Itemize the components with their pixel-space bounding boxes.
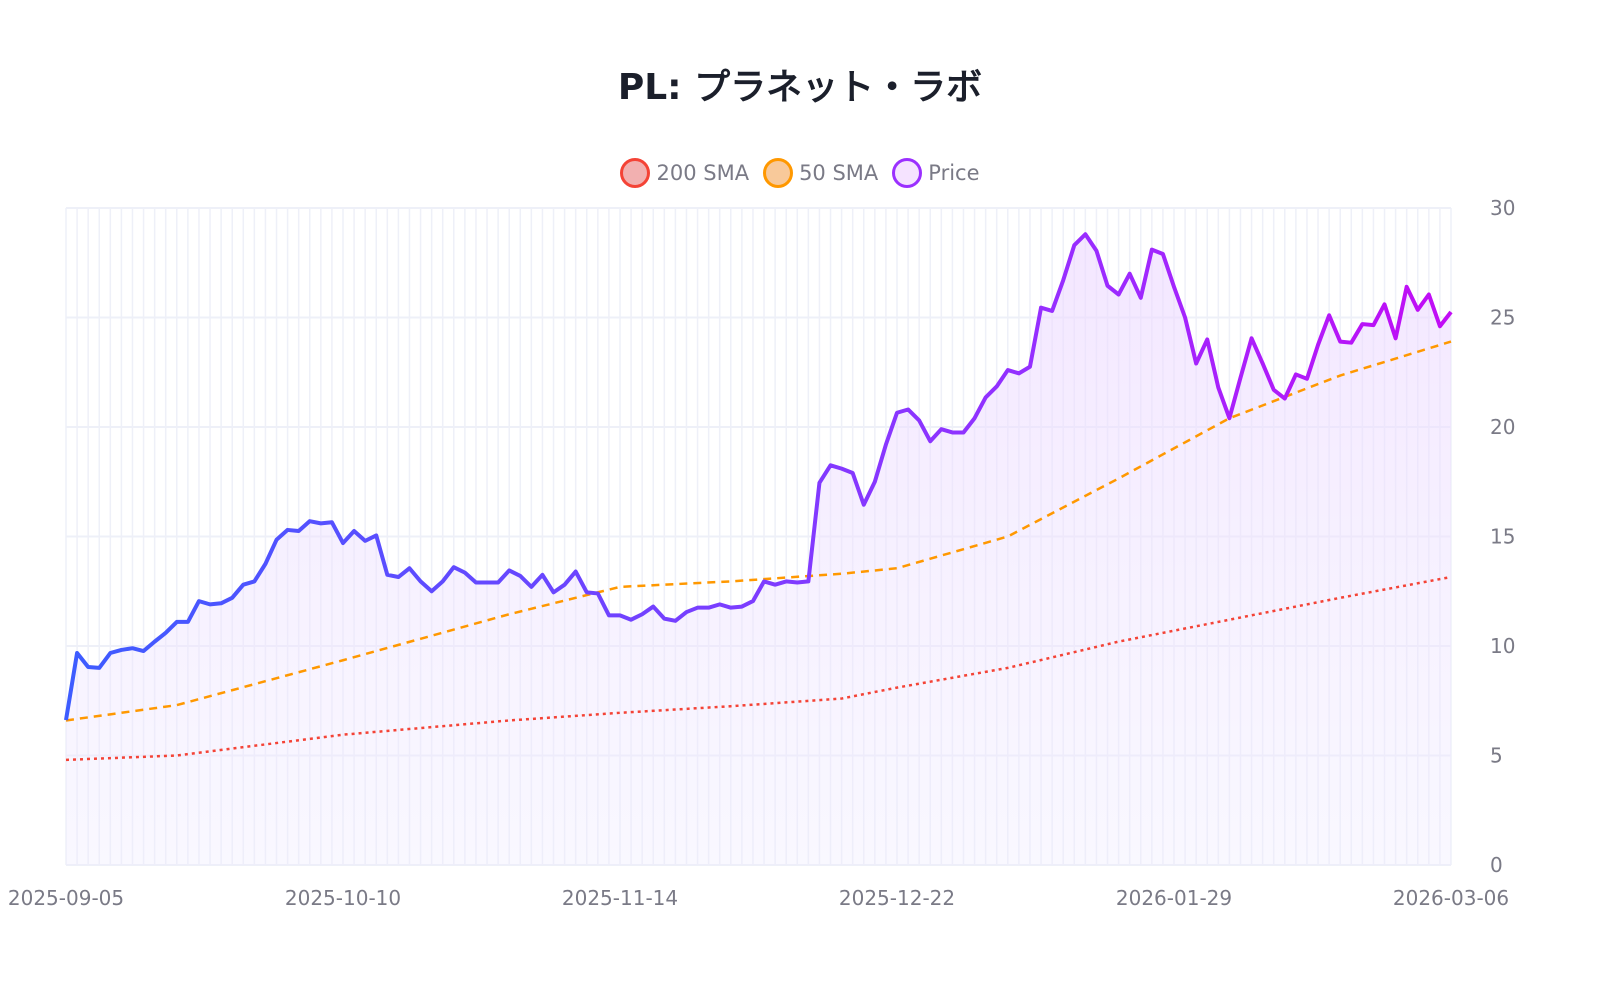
x-tick-label: 2025-11-14 <box>562 886 678 910</box>
legend-item-price[interactable]: Price <box>892 158 980 188</box>
x-tick-label: 2026-03-06 <box>1393 886 1509 910</box>
y-tick-label: 25 <box>1490 306 1515 330</box>
legend-marker-price <box>892 158 923 188</box>
y-tick-label: 5 <box>1490 744 1503 768</box>
y-tick-label: 15 <box>1490 525 1515 549</box>
legend: 200 SMA 50 SMA Price <box>0 158 1600 188</box>
x-tick-label: 2025-10-10 <box>285 886 401 910</box>
price-line <box>64 232 1453 721</box>
price-area <box>66 234 1451 865</box>
legend-item-200-sma[interactable]: 200 SMA <box>620 158 749 188</box>
legend-label: 200 SMA <box>656 161 750 185</box>
legend-label: 50 SMA <box>799 161 879 185</box>
x-tick-label: 2025-09-05 <box>8 886 124 910</box>
y-tick-label: 30 <box>1490 196 1515 220</box>
y-tick-label: 20 <box>1490 415 1515 439</box>
y-tick-label: 10 <box>1490 634 1515 658</box>
legend-item-50-sma[interactable]: 50 SMA <box>763 158 878 188</box>
x-tick-label: 2026-01-29 <box>1116 886 1232 910</box>
chart-title: PL: プラネット・ラボ <box>617 67 983 108</box>
legend-label: Price <box>928 161 980 185</box>
legend-marker-50-sma <box>763 158 794 188</box>
x-tick-label: 2025-12-22 <box>839 886 955 910</box>
y-tick-label: 0 <box>1490 853 1503 877</box>
legend-marker-200-sma <box>620 158 651 188</box>
sma-200-line <box>65 575 1452 762</box>
sma-50-line <box>65 340 1452 722</box>
